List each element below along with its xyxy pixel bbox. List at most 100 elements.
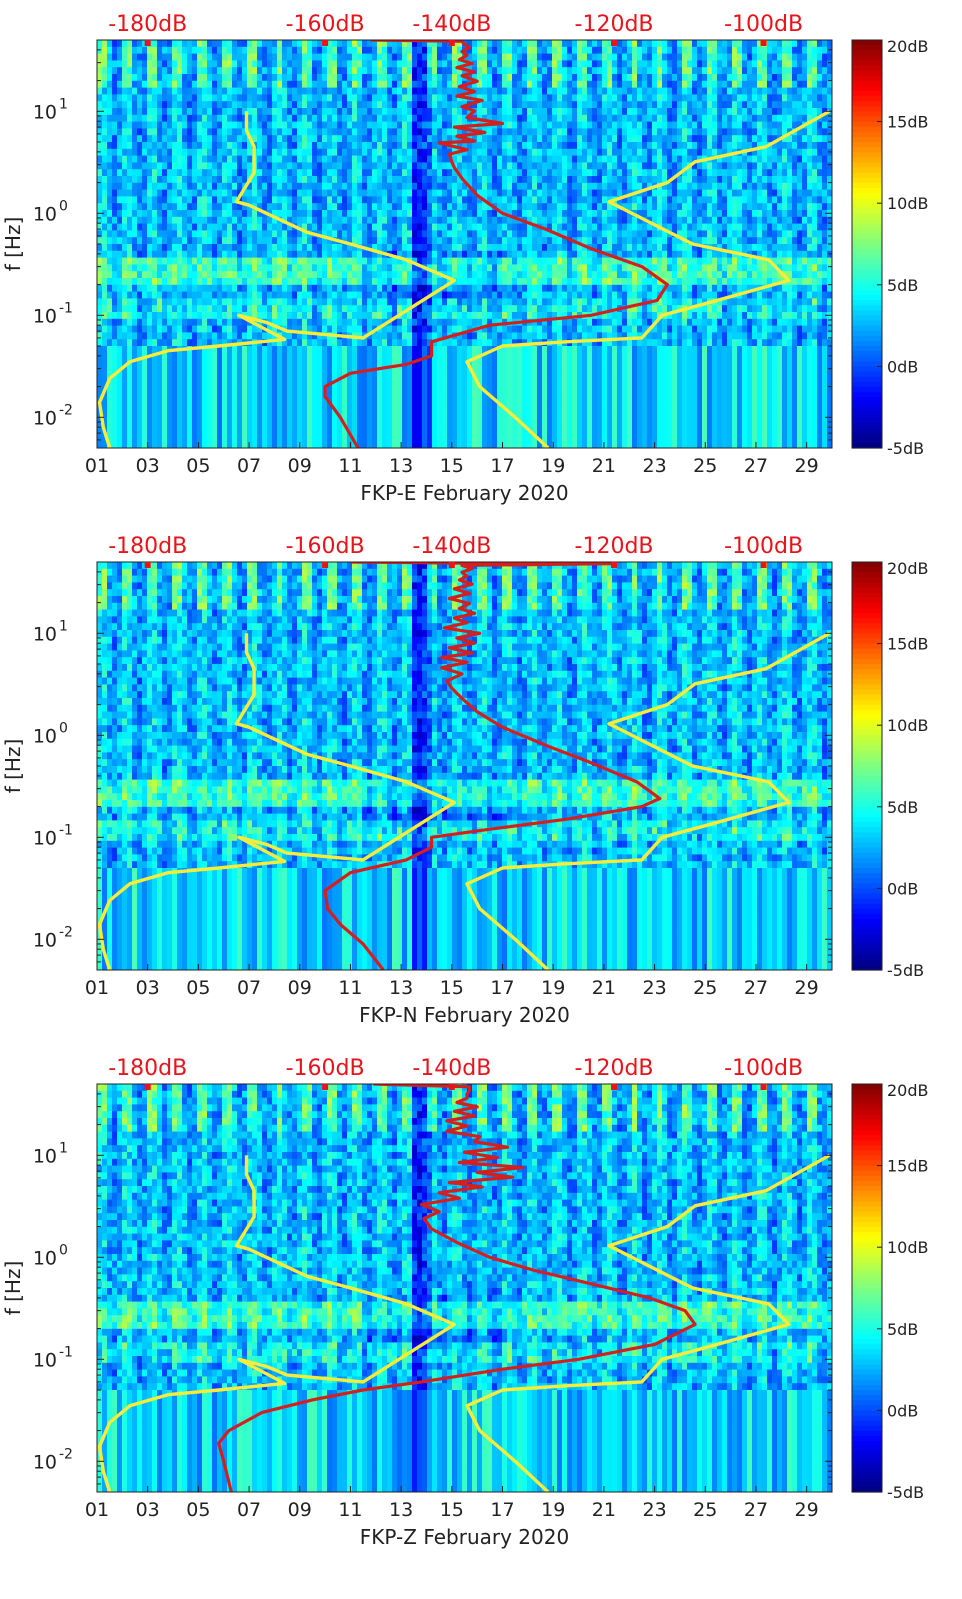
heatmap-cell [267, 298, 273, 306]
heatmap-cell [507, 114, 513, 123]
heatmap-cell [127, 318, 133, 327]
heatmap-cell [507, 80, 513, 89]
heatmap-cell [312, 400, 318, 408]
heatmap-cell [252, 264, 258, 272]
heatmap-cell [322, 182, 328, 191]
heatmap-cell [117, 74, 123, 82]
heatmap-cell [442, 427, 448, 435]
heatmap-cell [502, 148, 508, 157]
heatmap-cell [422, 339, 428, 347]
heatmap-cell [152, 271, 158, 279]
heatmap-cell [507, 60, 513, 68]
heatmap-cell [412, 312, 418, 320]
heatmap-cell [452, 67, 458, 75]
heatmap-cell [412, 441, 418, 448]
heatmap-cell [127, 434, 133, 442]
heatmap-cell [377, 230, 383, 238]
heatmap-cell [377, 189, 383, 197]
heatmap-cell [107, 339, 113, 347]
heatmap-cell [267, 142, 273, 150]
heatmap-cell [422, 101, 428, 109]
heatmap-cell [442, 128, 448, 136]
heatmap-cell [312, 332, 318, 340]
heatmap-cell [287, 332, 293, 340]
heatmap-cell [397, 128, 403, 136]
heatmap-cell [357, 359, 363, 367]
heatmap-cell [287, 230, 293, 238]
heatmap-cell [332, 87, 338, 95]
heatmap-cell [257, 291, 263, 299]
heatmap-cell [202, 237, 208, 245]
heatmap-cell [152, 291, 158, 299]
heatmap-cell [457, 434, 463, 442]
heatmap-cell [492, 318, 498, 327]
heatmap-cell [412, 264, 418, 272]
heatmap-cell [502, 162, 508, 170]
heatmap-cell [392, 414, 398, 422]
heatmap-cell [302, 114, 308, 123]
heatmap-cell [347, 135, 353, 143]
heatmap-cell [282, 142, 288, 150]
heatmap-cell [432, 298, 438, 306]
heatmap-cell [137, 108, 143, 116]
heatmap-cell [217, 40, 223, 48]
heatmap-cell [202, 332, 208, 340]
heatmap-cell [272, 257, 278, 265]
heatmap-cell [452, 210, 458, 218]
heatmap-cell [437, 53, 443, 61]
heatmap-cell [177, 427, 183, 435]
heatmap-cell [467, 380, 473, 388]
heatmap-cell [222, 305, 228, 313]
heatmap-cell [367, 230, 373, 238]
heatmap-cell [327, 284, 333, 293]
heatmap-cell [227, 74, 233, 82]
heatmap-cell [267, 176, 273, 184]
heatmap-cell [202, 230, 208, 238]
heatmap-cell [122, 135, 128, 143]
heatmap-cell [377, 305, 383, 313]
heatmap-cell [417, 278, 423, 286]
heatmap-cell [337, 203, 343, 211]
heatmap-cell [252, 305, 258, 313]
heatmap-cell [487, 271, 493, 279]
heatmap-cell [317, 373, 323, 381]
heatmap-cell [142, 148, 148, 157]
heatmap-cell [127, 216, 133, 225]
heatmap-cell [112, 108, 118, 116]
heatmap-cell [127, 223, 133, 231]
heatmap-cell [297, 74, 303, 82]
heatmap-cell [207, 264, 213, 272]
heatmap-cell [357, 196, 363, 204]
heatmap-cell [237, 60, 243, 68]
heatmap-cell [462, 434, 468, 442]
heatmap-cell [387, 346, 393, 354]
heatmap-cell [267, 278, 273, 286]
heatmap-cell [422, 291, 428, 299]
heatmap-cell [267, 148, 273, 157]
heatmap-cell [312, 155, 318, 163]
heatmap-cell [147, 298, 153, 306]
heatmap-cell [117, 339, 123, 347]
heatmap-cell [232, 135, 238, 143]
heatmap-cell [207, 40, 213, 48]
heatmap-cell [172, 114, 178, 123]
heatmap-cell [177, 264, 183, 272]
heatmap-cell [142, 298, 148, 306]
heatmap-cell [332, 67, 338, 75]
heatmap-cell [197, 325, 203, 333]
heatmap-cell [317, 196, 323, 204]
heatmap-cell [182, 210, 188, 218]
heatmap-cell [197, 155, 203, 163]
heatmap-cell [312, 210, 318, 218]
heatmap-cell [282, 176, 288, 184]
heatmap-cell [497, 366, 503, 374]
heatmap-cell [447, 325, 453, 333]
heatmap-cell [437, 407, 443, 415]
heatmap-cell [277, 278, 283, 286]
heatmap-cell [172, 60, 178, 68]
heatmap-cell [402, 40, 408, 48]
heatmap-cell [287, 121, 293, 129]
heatmap-cell [302, 237, 308, 245]
heatmap-cell [117, 203, 123, 211]
heatmap-cell [482, 393, 488, 401]
